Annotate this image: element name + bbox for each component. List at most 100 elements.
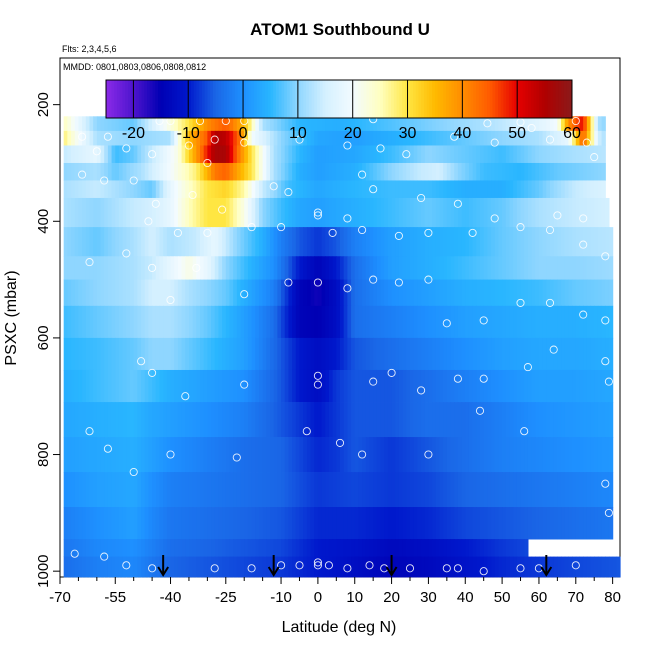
heatmap-cell xyxy=(277,130,282,146)
heatmap-cell xyxy=(111,180,116,199)
heatmap-cell xyxy=(281,305,286,339)
heatmap-cell xyxy=(535,337,540,371)
heatmap-cell xyxy=(395,437,400,473)
heatmap-cell xyxy=(133,507,138,540)
heatmap-cell xyxy=(509,197,514,228)
observation-point xyxy=(277,223,286,232)
colorbar-cell xyxy=(440,80,444,118)
heatmap-cell xyxy=(262,402,267,438)
heatmap-cell xyxy=(384,279,389,307)
heatmap-cell xyxy=(155,305,161,339)
heatmap-cell xyxy=(332,162,337,181)
heatmap-cell xyxy=(325,402,330,438)
heatmap-cell xyxy=(328,256,334,280)
heatmap-cell xyxy=(428,305,433,339)
heatmap-cell xyxy=(421,116,426,132)
heatmap-cell xyxy=(236,197,242,228)
heatmap-cell xyxy=(218,437,223,473)
heatmap-cell xyxy=(608,256,614,280)
heatmap-cell xyxy=(376,279,382,307)
heatmap-cell xyxy=(531,305,536,339)
heatmap-cell xyxy=(583,337,588,371)
heatmap-cell xyxy=(524,130,529,146)
heatmap-cell xyxy=(214,227,220,257)
heatmap-cell xyxy=(443,337,448,371)
heatmap-cell xyxy=(244,305,249,339)
observation-point xyxy=(545,225,555,235)
heatmap-cell xyxy=(281,227,286,257)
heatmap-cell xyxy=(74,402,80,438)
heatmap-cell xyxy=(251,256,256,280)
heatmap-cell xyxy=(314,279,319,307)
heatmap-cell xyxy=(362,402,367,438)
heatmap-cell xyxy=(273,472,278,508)
colorbar-cell xyxy=(454,80,458,118)
heatmap-cell xyxy=(347,337,352,371)
heatmap-cell xyxy=(476,279,481,307)
heatmap-cell xyxy=(505,437,511,473)
heatmap-cell xyxy=(218,402,223,438)
heatmap-cell xyxy=(85,369,91,403)
heatmap-cell xyxy=(218,337,223,371)
heatmap-cell xyxy=(82,256,87,280)
colorbar-cell xyxy=(470,80,474,118)
heatmap-cell xyxy=(200,130,205,146)
heatmap-cell xyxy=(192,369,197,403)
heatmap-cell xyxy=(454,162,459,181)
heatmap-cell xyxy=(192,402,197,438)
heatmap-cell xyxy=(597,180,603,199)
observation-point xyxy=(479,316,488,325)
heatmap-cell xyxy=(513,130,518,146)
colorbar-cell xyxy=(245,80,250,118)
observation-point xyxy=(122,144,131,153)
heatmap-cell xyxy=(472,556,477,578)
heatmap-cell xyxy=(358,337,363,371)
colorbar-cell xyxy=(402,80,406,118)
heatmap-cell xyxy=(148,305,153,339)
heatmap-cell xyxy=(509,507,514,540)
heatmap-cell xyxy=(454,369,459,403)
heatmap-cell xyxy=(446,180,452,199)
heatmap-cell xyxy=(605,402,610,438)
heatmap-cell xyxy=(295,116,301,132)
heatmap-cell xyxy=(200,180,205,199)
heatmap-cell xyxy=(258,539,264,557)
heatmap-cell xyxy=(505,130,511,146)
heatmap-cell xyxy=(480,402,485,438)
heatmap-cell xyxy=(74,162,80,181)
heatmap-cell xyxy=(439,256,444,280)
heatmap-cell xyxy=(130,369,135,403)
heatmap-cell xyxy=(340,145,345,164)
heatmap-cell xyxy=(487,369,492,403)
heatmap-cell xyxy=(491,116,496,132)
heatmap-cell xyxy=(410,197,415,228)
heatmap-cell xyxy=(421,227,426,257)
heatmap-cell xyxy=(535,402,540,438)
heatmap-cell xyxy=(583,556,588,578)
observation-point xyxy=(166,450,175,459)
heatmap-cell xyxy=(380,116,385,132)
heatmap-cell xyxy=(538,130,544,146)
heatmap-cell xyxy=(505,279,511,307)
heatmap-cell xyxy=(502,472,507,508)
heatmap-cell xyxy=(601,162,606,181)
heatmap-cell xyxy=(240,227,245,257)
heatmap-cell xyxy=(597,145,603,164)
heatmap-cell xyxy=(85,337,91,371)
heatmap-cell xyxy=(516,539,522,557)
heatmap-cell xyxy=(251,116,256,132)
heatmap-cell xyxy=(74,539,80,557)
observation-point xyxy=(148,150,157,159)
heatmap-cell xyxy=(575,437,581,473)
heatmap-cell xyxy=(130,180,135,199)
heatmap-cell xyxy=(258,437,264,473)
heatmap-cell xyxy=(251,369,256,403)
heatmap-cell xyxy=(498,472,503,508)
heatmap-cell xyxy=(413,337,418,371)
heatmap-cell xyxy=(494,256,500,280)
heatmap-cell xyxy=(118,256,124,280)
heatmap-cell xyxy=(130,556,135,578)
heatmap-cell xyxy=(487,130,492,146)
heatmap-cell xyxy=(398,437,404,473)
heatmap-cell xyxy=(107,130,113,146)
